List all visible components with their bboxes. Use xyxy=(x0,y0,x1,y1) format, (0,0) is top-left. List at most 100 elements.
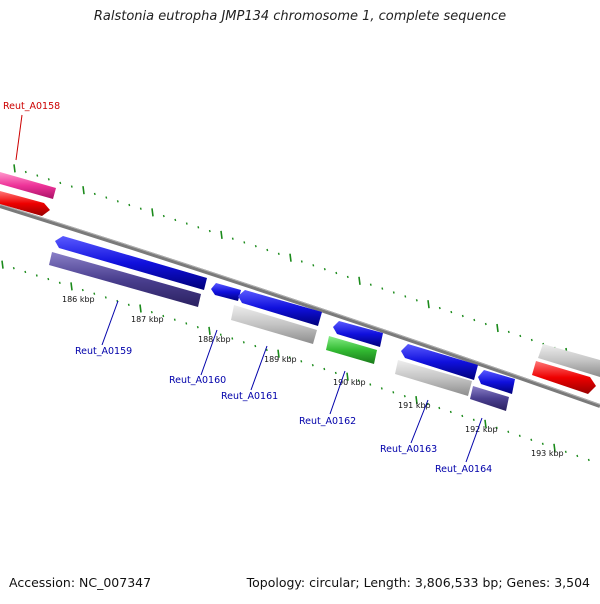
gene-label-reut-a0162[interactable]: Reut_A0162 xyxy=(299,416,356,427)
minor-tick xyxy=(150,310,153,314)
scale-label: 193 kbp xyxy=(531,449,564,458)
minor-tick xyxy=(334,371,337,375)
minor-tick xyxy=(311,363,314,367)
minor-tick xyxy=(105,196,108,199)
gene-arrow-reut-a0164[interactable] xyxy=(478,370,515,394)
minor-tick xyxy=(243,241,246,244)
major-tick xyxy=(358,276,361,285)
scale-label: 192 kbp xyxy=(465,425,498,434)
gene-features xyxy=(0,172,600,411)
gene-label-reut-a0159[interactable]: Reut_A0159 xyxy=(75,346,132,357)
gene-arrow-reut-a0162[interactable] xyxy=(333,321,383,347)
minor-tick xyxy=(381,287,384,290)
minor-tick xyxy=(392,291,395,294)
gene-arrow-reut-a0161[interactable] xyxy=(238,290,322,326)
scale-label: 190 kbp xyxy=(333,378,366,387)
minor-tick xyxy=(104,296,107,299)
minor-tick xyxy=(438,306,441,310)
major-tick xyxy=(1,260,4,269)
major-tick xyxy=(496,323,499,333)
minor-tick xyxy=(58,281,61,285)
minor-tick xyxy=(254,244,257,248)
leader-line-reut-a0161 xyxy=(250,345,268,391)
minor-tick xyxy=(196,325,199,329)
minor-tick xyxy=(541,442,544,446)
minor-tick xyxy=(380,387,383,390)
minor-tick xyxy=(323,267,326,271)
gene-bar-reut-a0164-product[interactable] xyxy=(470,386,509,411)
minor-tick xyxy=(231,337,234,340)
minor-tick xyxy=(24,170,27,174)
minor-tick xyxy=(47,178,50,181)
major-tick xyxy=(289,253,292,262)
gene-label-reut-a0163[interactable]: Reut_A0163 xyxy=(380,444,437,455)
minor-tick xyxy=(323,367,326,371)
scale-label: 188 kbp xyxy=(198,335,231,344)
minor-tick xyxy=(392,391,395,394)
gene-arrow-reut-a0163[interactable] xyxy=(401,344,478,380)
minor-tick xyxy=(426,402,429,406)
minor-tick xyxy=(162,314,165,318)
gene-arrow-reut-a0160[interactable] xyxy=(211,283,241,301)
minor-tick xyxy=(219,333,222,336)
minor-tick xyxy=(70,185,73,188)
gene-label-reut-a0164[interactable]: Reut_A0164 xyxy=(435,464,492,475)
minor-tick xyxy=(254,344,257,348)
gene-bar-reut-a0159-product[interactable] xyxy=(49,252,201,307)
topology-summary: Topology: circular; Length: 3,806,533 bp… xyxy=(246,575,590,590)
minor-tick xyxy=(128,203,131,207)
gene-bar-reut-a0161-product[interactable] xyxy=(231,305,317,344)
minor-tick xyxy=(415,299,418,302)
minor-tick xyxy=(461,314,464,318)
chromosome-backbone-highlight xyxy=(0,204,600,405)
leader-line-reut-a0163 xyxy=(410,399,429,444)
minor-tick xyxy=(231,237,234,240)
minor-tick xyxy=(185,222,188,225)
minor-tick xyxy=(564,450,567,454)
gene-bar-right-gray[interactable] xyxy=(538,344,600,377)
leader-line-reut-a0158 xyxy=(15,114,23,161)
minor-tick xyxy=(472,418,475,422)
inner-tick-track xyxy=(1,260,590,462)
gene-label-reut-a0160[interactable]: Reut_A0160 xyxy=(169,375,226,386)
minor-tick xyxy=(300,260,303,263)
minor-tick xyxy=(507,330,510,334)
minor-tick xyxy=(185,322,188,325)
minor-tick xyxy=(36,174,39,177)
gene-bar-reut-a0163-product[interactable] xyxy=(395,360,472,396)
minor-tick xyxy=(484,322,487,326)
minor-tick xyxy=(576,454,579,458)
gene-arrow-reut-a0159[interactable] xyxy=(55,236,207,290)
major-tick xyxy=(82,186,85,195)
gene-arrow-reut-a0158-red[interactable] xyxy=(0,191,50,216)
minor-tick xyxy=(519,334,522,338)
minor-tick xyxy=(404,295,407,298)
minor-tick xyxy=(35,274,38,277)
gene-arrow-right-red[interactable] xyxy=(532,361,596,394)
minor-tick xyxy=(587,458,590,462)
minor-tick xyxy=(162,214,165,218)
minor-tick xyxy=(116,200,119,203)
minor-tick xyxy=(518,434,521,438)
gene-label-reut-a0158[interactable]: Reut_A0158 xyxy=(3,101,60,112)
gene-labels: Reut_A0158 Reut_A0159 Reut_A0160 Reut_A0… xyxy=(3,101,492,475)
map-title: Ralstonia eutropha JMP134 chromosome 1, … xyxy=(93,9,507,24)
leader-line-reut-a0159 xyxy=(101,300,119,346)
minor-tick xyxy=(473,318,476,322)
gene-label-reut-a0161[interactable]: Reut_A0161 xyxy=(221,391,278,402)
minor-tick xyxy=(208,229,211,233)
leader-line-reut-a0162 xyxy=(329,370,346,415)
minor-tick xyxy=(438,406,441,410)
gene-bar-reut-a0162-product[interactable] xyxy=(326,336,377,364)
gene-arrow-reut-a0158-pink[interactable] xyxy=(0,172,56,199)
scale-label: 191 kbp xyxy=(398,401,431,410)
major-tick xyxy=(484,419,487,428)
minor-tick xyxy=(403,394,406,398)
minor-tick xyxy=(197,226,200,229)
major-tick xyxy=(427,300,430,309)
minor-tick xyxy=(346,275,349,279)
minor-tick xyxy=(495,426,498,430)
minor-tick xyxy=(369,283,372,286)
